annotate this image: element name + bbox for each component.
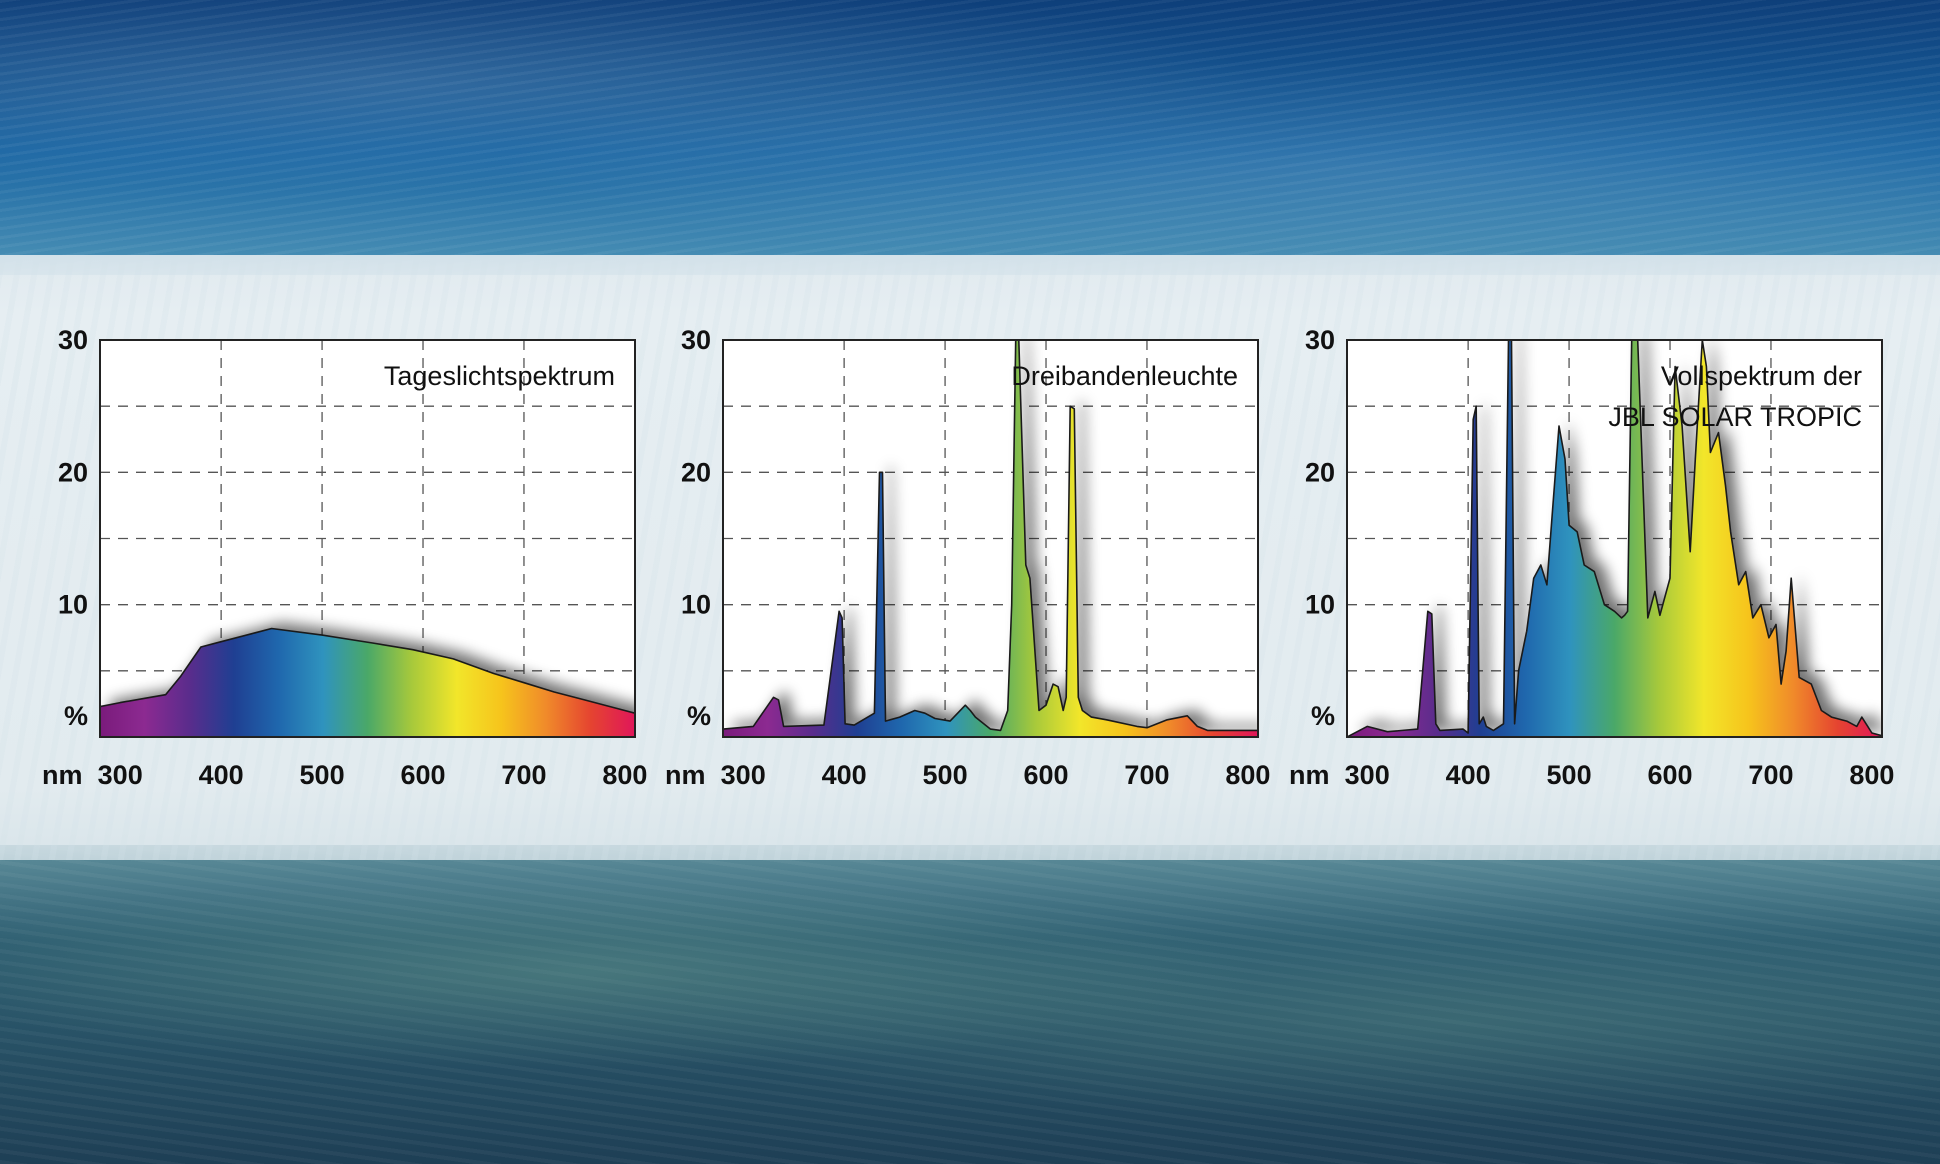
x-tick-label: 700 — [1748, 760, 1793, 790]
x-tick-label: 600 — [400, 760, 445, 790]
x-tick-label: 300 — [1345, 760, 1390, 790]
chart-daylight: 10 20 30% nm 300 400 500 600 700 800 Tageslichtspe… — [42, 325, 647, 790]
x-tick-label: 700 — [501, 760, 546, 790]
x-tick-label: 600 — [1647, 760, 1692, 790]
y-tick-label: 20 — [681, 457, 711, 487]
x-tick-label: 800 — [1849, 760, 1894, 790]
water-photo-bottom — [0, 845, 1940, 1164]
y-tick-label: 10 — [1305, 590, 1335, 620]
x-tick-label: 800 — [602, 760, 647, 790]
series-group — [723, 340, 1258, 737]
y-tick-label: 10 — [681, 590, 711, 620]
y-unit-label: % — [1311, 701, 1335, 731]
y-unit-label: % — [687, 701, 711, 731]
plot-frame — [722, 339, 1259, 738]
y-unit-label: % — [64, 701, 88, 731]
chart-full-spectrum: 10 20 30% nm 300 400 500 600 700 800 Vollspektrum … — [1289, 325, 1894, 790]
x-tick-label: 500 — [1547, 760, 1592, 790]
chart-title: Tageslichtspektrum — [384, 361, 615, 391]
x-tick-label: 300 — [98, 760, 143, 790]
x-unit-label: nm — [1289, 760, 1330, 790]
plot-frame — [1346, 339, 1883, 738]
chart-title: Vollspektrum der — [1661, 361, 1862, 391]
x-tick-label: 400 — [822, 760, 867, 790]
x-unit-label: nm — [665, 760, 706, 790]
spectrum-area — [100, 627, 635, 737]
water-photo-top — [0, 0, 1940, 275]
x-tick-label: 700 — [1124, 760, 1169, 790]
chart-title: JBL SOLAR TROPIC — [1608, 402, 1862, 432]
series-group — [100, 622, 635, 737]
y-tick-label: 20 — [58, 457, 88, 487]
x-tick-label: 400 — [1446, 760, 1491, 790]
y-tick-label: 30 — [1305, 325, 1335, 355]
chart-triband: 10 20 30% nm 300 400 500 600 700 800 Dreibandenleu… — [665, 325, 1270, 790]
chart-title: Dreibandenleuchte — [1011, 361, 1238, 391]
x-tick-label: 500 — [300, 760, 345, 790]
x-tick-label: 500 — [923, 760, 968, 790]
spectrum-area — [1347, 340, 1882, 737]
series-group — [1347, 340, 1882, 737]
y-tick-label: 20 — [1305, 457, 1335, 487]
x-tick-label: 300 — [721, 760, 766, 790]
y-tick-label: 30 — [681, 325, 711, 355]
plot-area — [723, 340, 1258, 737]
x-unit-label: nm — [42, 760, 83, 790]
spectrum-area — [723, 340, 1258, 737]
y-tick-label: 10 — [58, 590, 88, 620]
x-tick-label: 600 — [1023, 760, 1068, 790]
plot-frame — [99, 339, 636, 738]
x-tick-label: 800 — [1225, 760, 1270, 790]
x-tick-label: 400 — [199, 760, 244, 790]
y-tick-label: 30 — [58, 325, 88, 355]
